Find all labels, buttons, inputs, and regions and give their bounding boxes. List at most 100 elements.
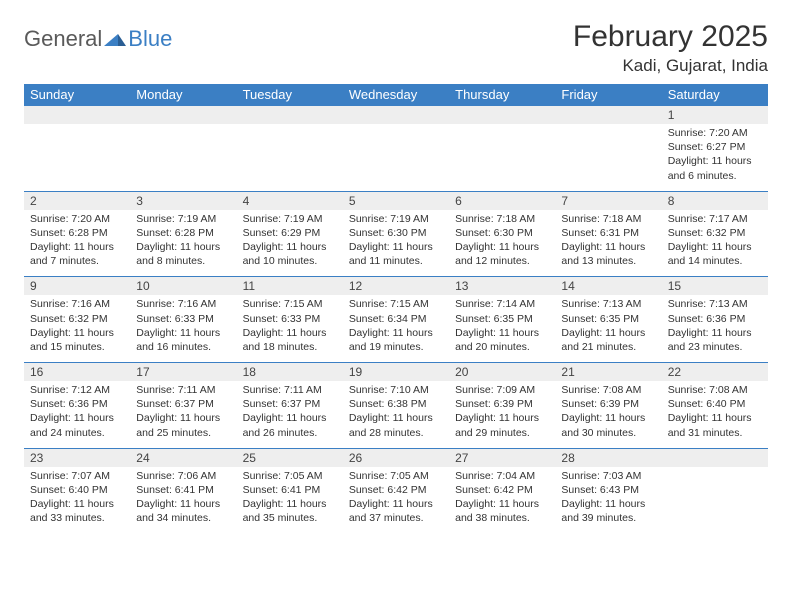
- day-number-cell: 4: [237, 191, 343, 210]
- sunset-text: Sunset: 6:30 PM: [349, 226, 443, 240]
- sunset-text: Sunset: 6:33 PM: [243, 312, 337, 326]
- day-number-cell: 6: [449, 191, 555, 210]
- daylight-text-2: and 38 minutes.: [455, 511, 549, 525]
- day-detail-cell: Sunrise: 7:06 AMSunset: 6:41 PMDaylight:…: [130, 467, 236, 534]
- day-number-cell: [130, 106, 236, 125]
- logo-icon: [104, 30, 126, 48]
- daylight-text-1: Daylight: 11 hours: [136, 240, 230, 254]
- daylight-text-2: and 10 minutes.: [243, 254, 337, 268]
- day-number-cell: 17: [130, 363, 236, 382]
- header: General Blue February 2025 Kadi, Gujarat…: [24, 20, 768, 76]
- day-detail-cell: Sunrise: 7:15 AMSunset: 6:34 PMDaylight:…: [343, 295, 449, 362]
- sunset-text: Sunset: 6:39 PM: [561, 397, 655, 411]
- day-detail-cell: Sunrise: 7:11 AMSunset: 6:37 PMDaylight:…: [130, 381, 236, 448]
- daylight-text-2: and 12 minutes.: [455, 254, 549, 268]
- sunset-text: Sunset: 6:28 PM: [136, 226, 230, 240]
- day-number-cell: 24: [130, 448, 236, 467]
- daylight-text-1: Daylight: 11 hours: [561, 497, 655, 511]
- sunset-text: Sunset: 6:36 PM: [30, 397, 124, 411]
- day-number-cell: 1: [662, 106, 768, 125]
- day-number-cell: 15: [662, 277, 768, 296]
- day-detail-cell: [130, 124, 236, 191]
- sunset-text: Sunset: 6:39 PM: [455, 397, 549, 411]
- week-detail-row: Sunrise: 7:12 AMSunset: 6:36 PMDaylight:…: [24, 381, 768, 448]
- daylight-text-1: Daylight: 11 hours: [561, 240, 655, 254]
- daylight-text-1: Daylight: 11 hours: [30, 240, 124, 254]
- day-detail-cell: Sunrise: 7:08 AMSunset: 6:40 PMDaylight:…: [662, 381, 768, 448]
- day-detail-cell: Sunrise: 7:19 AMSunset: 6:29 PMDaylight:…: [237, 210, 343, 277]
- daylight-text-1: Daylight: 11 hours: [136, 411, 230, 425]
- title-block: February 2025 Kadi, Gujarat, India: [573, 20, 768, 76]
- day-number-cell: 5: [343, 191, 449, 210]
- daylight-text-1: Daylight: 11 hours: [455, 497, 549, 511]
- daylight-text-2: and 20 minutes.: [455, 340, 549, 354]
- daylight-text-1: Daylight: 11 hours: [668, 154, 762, 168]
- day-detail-cell: Sunrise: 7:10 AMSunset: 6:38 PMDaylight:…: [343, 381, 449, 448]
- sunrise-text: Sunrise: 7:17 AM: [668, 212, 762, 226]
- sunrise-text: Sunrise: 7:16 AM: [136, 297, 230, 311]
- sunset-text: Sunset: 6:29 PM: [243, 226, 337, 240]
- sunrise-text: Sunrise: 7:06 AM: [136, 469, 230, 483]
- day-detail-cell: Sunrise: 7:19 AMSunset: 6:30 PMDaylight:…: [343, 210, 449, 277]
- calendar-body: 1Sunrise: 7:20 AMSunset: 6:27 PMDaylight…: [24, 106, 768, 534]
- sunrise-text: Sunrise: 7:08 AM: [668, 383, 762, 397]
- day-number-cell: 21: [555, 363, 661, 382]
- day-number-cell: 10: [130, 277, 236, 296]
- day-number-cell: 12: [343, 277, 449, 296]
- daylight-text-1: Daylight: 11 hours: [349, 326, 443, 340]
- daylight-text-1: Daylight: 11 hours: [349, 497, 443, 511]
- sunset-text: Sunset: 6:36 PM: [668, 312, 762, 326]
- day-number-cell: 23: [24, 448, 130, 467]
- day-number-cell: 8: [662, 191, 768, 210]
- sunset-text: Sunset: 6:32 PM: [30, 312, 124, 326]
- week-num-row: 2345678: [24, 191, 768, 210]
- sunrise-text: Sunrise: 7:20 AM: [668, 126, 762, 140]
- sunrise-text: Sunrise: 7:14 AM: [455, 297, 549, 311]
- day-number-cell: 2: [24, 191, 130, 210]
- daylight-text-2: and 28 minutes.: [349, 426, 443, 440]
- day-detail-cell: Sunrise: 7:05 AMSunset: 6:41 PMDaylight:…: [237, 467, 343, 534]
- dayhead-fri: Friday: [555, 84, 661, 106]
- sunset-text: Sunset: 6:35 PM: [561, 312, 655, 326]
- sunset-text: Sunset: 6:42 PM: [455, 483, 549, 497]
- sunset-text: Sunset: 6:35 PM: [455, 312, 549, 326]
- dayhead-wed: Wednesday: [343, 84, 449, 106]
- week-detail-row: Sunrise: 7:20 AMSunset: 6:28 PMDaylight:…: [24, 210, 768, 277]
- sunset-text: Sunset: 6:41 PM: [243, 483, 337, 497]
- week-detail-row: Sunrise: 7:20 AMSunset: 6:27 PMDaylight:…: [24, 124, 768, 191]
- sunrise-text: Sunrise: 7:20 AM: [30, 212, 124, 226]
- day-detail-cell: Sunrise: 7:15 AMSunset: 6:33 PMDaylight:…: [237, 295, 343, 362]
- sunrise-text: Sunrise: 7:11 AM: [243, 383, 337, 397]
- daylight-text-1: Daylight: 11 hours: [668, 240, 762, 254]
- day-detail-cell: Sunrise: 7:16 AMSunset: 6:33 PMDaylight:…: [130, 295, 236, 362]
- daylight-text-2: and 21 minutes.: [561, 340, 655, 354]
- sunset-text: Sunset: 6:28 PM: [30, 226, 124, 240]
- day-detail-cell: Sunrise: 7:07 AMSunset: 6:40 PMDaylight:…: [24, 467, 130, 534]
- sunrise-text: Sunrise: 7:19 AM: [349, 212, 443, 226]
- daylight-text-1: Daylight: 11 hours: [349, 240, 443, 254]
- day-number-cell: [343, 106, 449, 125]
- week-num-row: 9101112131415: [24, 277, 768, 296]
- daylight-text-1: Daylight: 11 hours: [30, 497, 124, 511]
- day-detail-cell: Sunrise: 7:18 AMSunset: 6:30 PMDaylight:…: [449, 210, 555, 277]
- sunset-text: Sunset: 6:32 PM: [668, 226, 762, 240]
- daylight-text-2: and 39 minutes.: [561, 511, 655, 525]
- daylight-text-2: and 6 minutes.: [668, 169, 762, 183]
- sunset-text: Sunset: 6:40 PM: [30, 483, 124, 497]
- sunrise-text: Sunrise: 7:19 AM: [243, 212, 337, 226]
- day-detail-cell: [24, 124, 130, 191]
- daylight-text-1: Daylight: 11 hours: [455, 240, 549, 254]
- daylight-text-2: and 31 minutes.: [668, 426, 762, 440]
- daylight-text-1: Daylight: 11 hours: [561, 411, 655, 425]
- daylight-text-1: Daylight: 11 hours: [668, 411, 762, 425]
- sunset-text: Sunset: 6:31 PM: [561, 226, 655, 240]
- sunrise-text: Sunrise: 7:03 AM: [561, 469, 655, 483]
- day-number-cell: 25: [237, 448, 343, 467]
- day-number-cell: [449, 106, 555, 125]
- sunset-text: Sunset: 6:42 PM: [349, 483, 443, 497]
- sunrise-text: Sunrise: 7:15 AM: [349, 297, 443, 311]
- page-title: February 2025: [573, 20, 768, 54]
- day-number-cell: [662, 448, 768, 467]
- sunset-text: Sunset: 6:40 PM: [668, 397, 762, 411]
- day-number-cell: [555, 106, 661, 125]
